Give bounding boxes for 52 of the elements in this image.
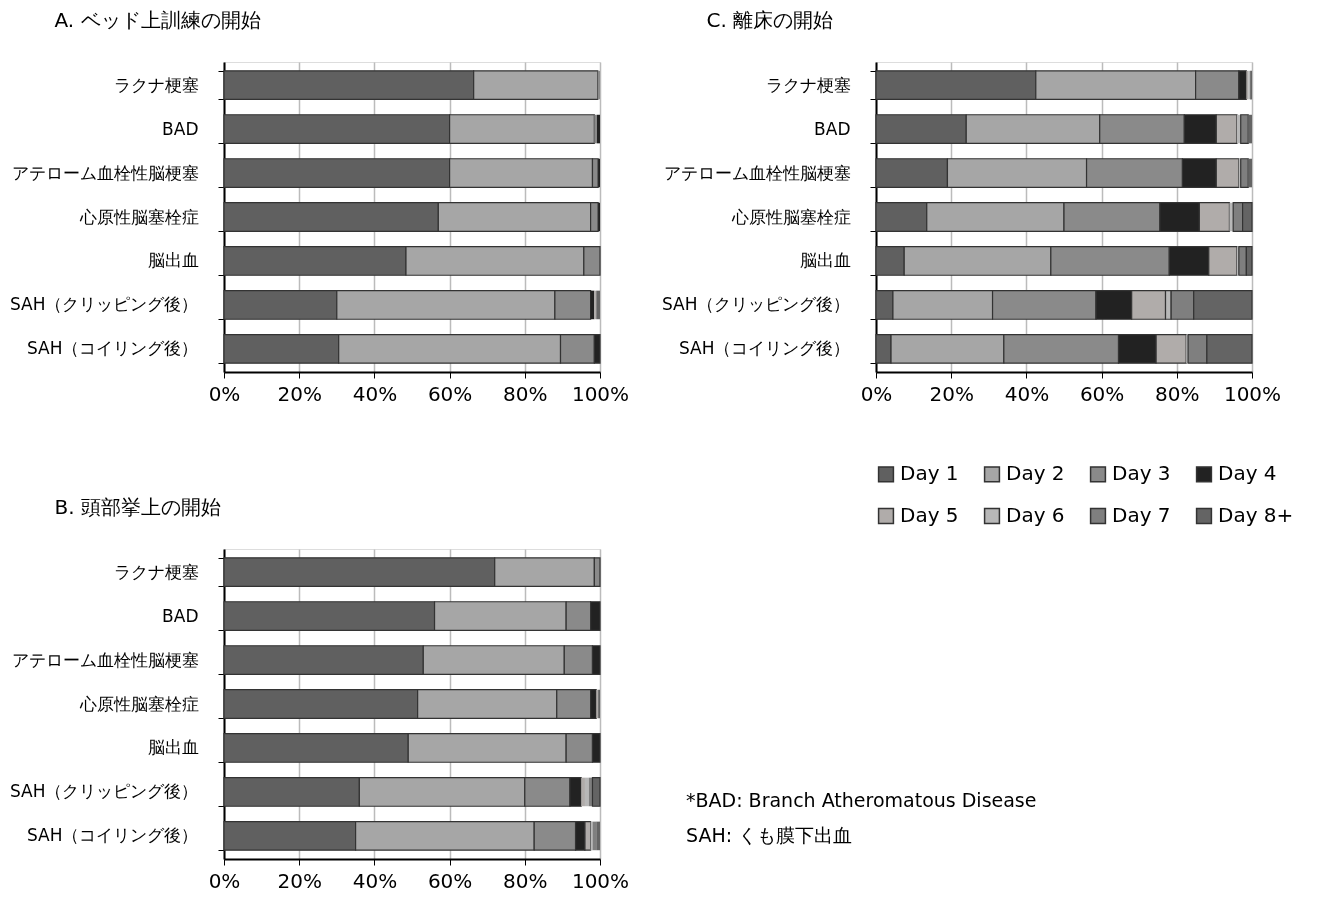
y-tick-label: 心原性脳塞栓症 [78,693,199,714]
y-tick-label: SAH（クリッピング後） [9,294,199,315]
legend-label: Day 1 [900,461,959,486]
y-tick-label: BAD [162,605,199,626]
y-tick-label: SAH（コイリング後） [26,825,199,846]
x-tick-label: 60% [427,381,473,406]
legend-label: Day 2 [1006,461,1065,486]
legend-label: Day 3 [1112,461,1171,486]
x-tick-label: 80% [1155,381,1200,406]
y-tick-label: アテローム血栓性脳梗塞 [11,162,199,183]
x-tick-label: 60% [1079,381,1125,406]
x-tick-label: 0% [860,381,893,406]
text: SAH: くも膜下出血 [686,823,853,846]
x-tick-label: 40% [1004,381,1050,406]
y-tick-label: ラクナ梗塞 [113,74,199,95]
x-tick-label: 80% [503,868,548,893]
y-tick-label: BAD [162,118,199,139]
x-tick-label: 100% [571,868,630,893]
x-tick-label: 0% [208,868,241,893]
x-tick-label: 100% [1223,381,1282,406]
y-tick-label: アテローム血栓性脳梗塞 [663,162,851,183]
legend-label: Day 8+ [1218,503,1294,527]
y-tick-label: BAD [814,118,851,139]
y-tick-label: 脳出血 [147,737,199,758]
x-tick-label: 20% [277,381,322,406]
x-tick-label: 20% [929,381,974,406]
y-tick-label: SAH（コイリング後） [678,338,851,359]
x-tick-label: 60% [427,868,473,893]
y-tick-label: アテローム血栓性脳梗塞 [11,649,199,670]
y-tick-label: 脳出血 [147,250,199,271]
x-tick-label: 40% [352,868,398,893]
text: *BAD: Branch Atheromatous Disease [686,788,1037,811]
y-tick-label: ラクナ梗塞 [765,74,851,95]
legend-label: Day 4 [1218,461,1277,486]
y-tick-label: SAH（クリッピング後） [9,781,199,802]
chart-title: C. 離床の開始 [706,8,834,32]
y-tick-label: 心原性脳塞栓症 [730,206,851,227]
y-tick-label: 心原性脳塞栓症 [78,206,199,227]
x-tick-label: 20% [277,868,322,893]
chart-title: A. ベッド上訓練の開始 [54,8,261,32]
x-tick-label: 80% [503,381,548,406]
y-tick-label: 脳出血 [799,250,851,271]
x-tick-label: 100% [571,381,630,406]
x-tick-label: 0% [208,381,241,406]
legend-label: Day 5 [900,503,959,527]
chart-title: B. 頭部挙上の開始 [54,495,221,519]
x-tick-label: 40% [352,381,398,406]
legend-label: Day 7 [1112,503,1171,527]
y-tick-label: SAH（コイリング後） [26,338,199,359]
y-tick-label: SAH（クリッピング後） [661,294,851,315]
legend-label: Day 6 [1006,503,1065,527]
y-tick-label: ラクナ梗塞 [113,561,199,582]
